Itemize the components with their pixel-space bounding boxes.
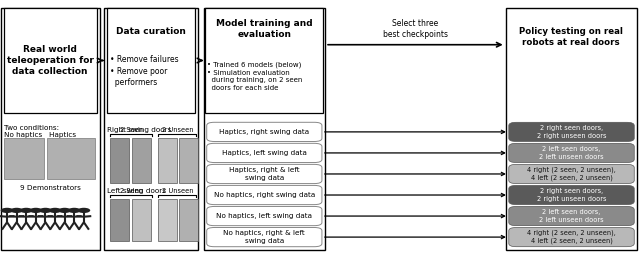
Bar [132,199,151,241]
Text: Haptics, right & left
swing data: Haptics, right & left swing data [229,167,300,181]
Circle shape [20,208,33,213]
Bar [4,8,97,113]
Bar [205,8,323,113]
FancyBboxPatch shape [207,164,322,184]
Text: Model training and
evaluation: Model training and evaluation [216,19,312,39]
FancyBboxPatch shape [509,143,634,163]
Text: 2 Seen: 2 Seen [120,127,143,133]
Text: No haptics, right & left
swing data: No haptics, right & left swing data [223,230,305,244]
FancyBboxPatch shape [207,206,322,226]
Circle shape [77,208,90,213]
Bar [47,138,95,179]
Text: 2 Unseen: 2 Unseen [161,188,193,194]
Bar [110,138,129,183]
FancyBboxPatch shape [509,164,634,184]
Text: 4 right (2 seen, 2 unseen),
4 left (2 seen, 2 unseen): 4 right (2 seen, 2 unseen), 4 left (2 se… [527,230,616,244]
FancyBboxPatch shape [509,206,634,226]
Circle shape [10,208,23,213]
Text: Haptics, right swing data: Haptics, right swing data [220,129,309,135]
FancyBboxPatch shape [509,227,634,247]
FancyBboxPatch shape [509,185,634,205]
Text: Select three
best checkpoints: Select three best checkpoints [383,19,448,39]
Text: Haptics, left swing data: Haptics, left swing data [222,150,307,156]
Bar [204,8,325,250]
Text: 2 right seen doors,
2 right unseen doors: 2 right seen doors, 2 right unseen doors [537,188,606,202]
FancyBboxPatch shape [207,227,322,247]
Text: Two conditions:
No haptics   Haptics: Two conditions: No haptics Haptics [4,125,76,138]
Circle shape [49,208,61,213]
Text: Data curation: Data curation [116,27,186,36]
Text: Left swing doors: Left swing doors [107,188,166,194]
Bar [158,199,177,241]
Text: Right swing doors: Right swing doors [107,127,172,133]
Circle shape [68,208,81,213]
FancyBboxPatch shape [207,143,322,163]
Bar [506,8,637,250]
Text: 2 left seen doors,
2 left unseen doors: 2 left seen doors, 2 left unseen doors [540,146,604,160]
Text: • Trained 6 models (below)
• Simulation evaluation
  during training, on 2 seen
: • Trained 6 models (below) • Simulation … [207,62,303,91]
Circle shape [39,208,52,213]
Bar [1,8,100,250]
Text: No haptics, right swing data: No haptics, right swing data [214,192,315,198]
Circle shape [1,208,13,213]
Bar [179,199,198,241]
FancyBboxPatch shape [207,185,322,205]
Text: 2 Unseen: 2 Unseen [161,127,193,133]
Text: 4 right (2 seen, 2 unseen),
4 left (2 seen, 2 unseen): 4 right (2 seen, 2 unseen), 4 left (2 se… [527,167,616,181]
Text: 9 Demonstrators: 9 Demonstrators [20,185,81,191]
Circle shape [58,208,71,213]
Bar [107,8,195,113]
Bar [158,138,177,183]
Text: 2 Seen: 2 Seen [120,188,143,194]
Bar [104,8,198,250]
Text: 2 right seen doors,
2 right unseen doors: 2 right seen doors, 2 right unseen doors [537,125,606,139]
Circle shape [29,208,42,213]
Text: • Remove failures
• Remove poor
  performers: • Remove failures • Remove poor performe… [110,55,179,87]
Bar [4,138,44,179]
Bar [132,138,151,183]
FancyBboxPatch shape [207,122,322,141]
Text: Policy testing on real
robots at real doors: Policy testing on real robots at real do… [519,27,623,47]
Bar [110,199,129,241]
Text: Real world
teleoperation for
data collection: Real world teleoperation for data collec… [7,45,93,76]
Text: 2 left seen doors,
2 left unseen doors: 2 left seen doors, 2 left unseen doors [540,209,604,223]
Text: No haptics, left swing data: No haptics, left swing data [216,213,312,219]
FancyBboxPatch shape [509,122,634,141]
Bar [179,138,198,183]
